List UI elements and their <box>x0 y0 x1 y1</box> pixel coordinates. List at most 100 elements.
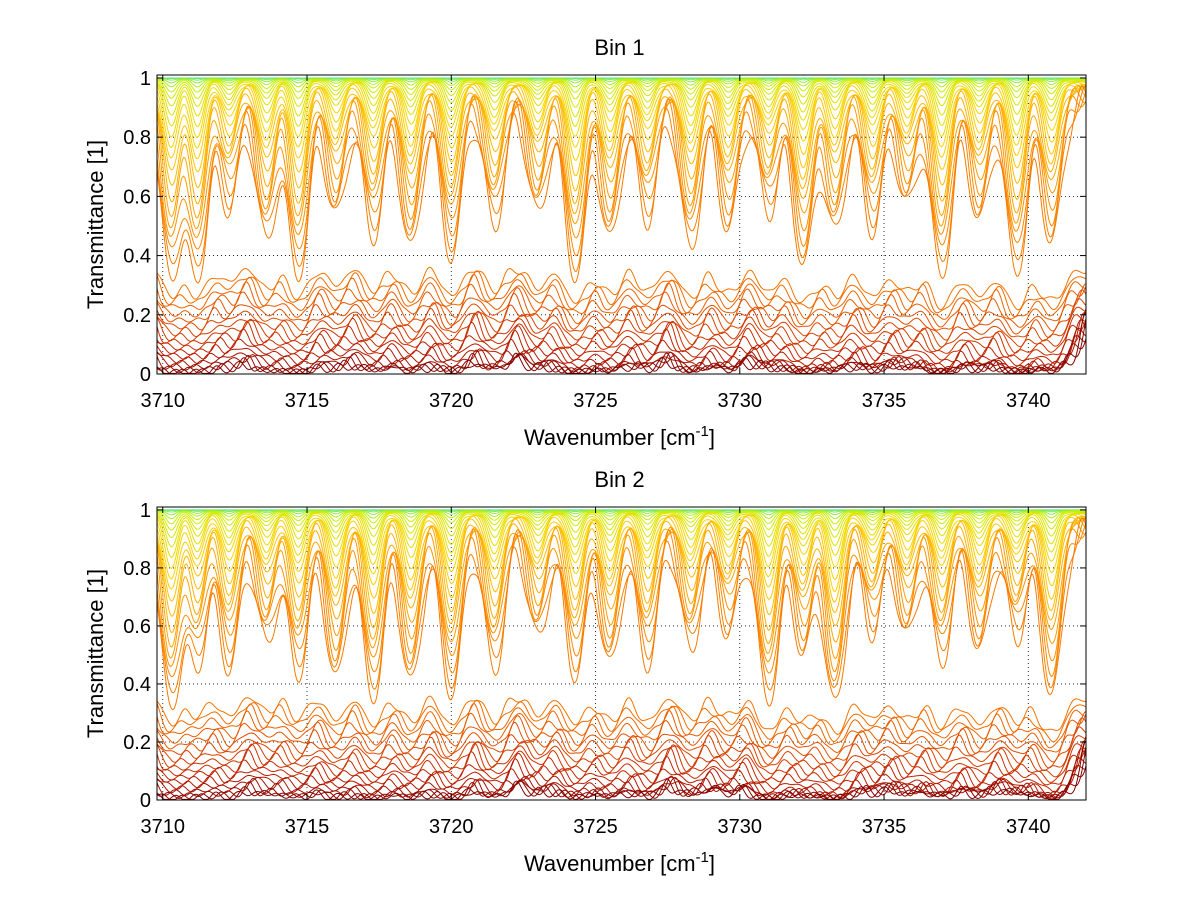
y-tick-label: 0.8 <box>123 127 151 149</box>
x-tick-label: 3725 <box>573 390 618 412</box>
series-group <box>157 77 1086 374</box>
series-line <box>157 743 1086 783</box>
series-line <box>157 512 1086 548</box>
x-tick-label: 3710 <box>141 816 186 838</box>
y-tick-label: 0.4 <box>123 674 151 696</box>
series-line <box>157 81 1086 139</box>
series-line <box>157 703 1086 749</box>
series-line <box>157 83 1086 192</box>
axes-frame <box>156 74 1087 375</box>
panel-bin-2: 3710 3715 3720 3725 3730 3735 3740 0 0.2 0.4 0.6 0.… <box>83 467 1087 876</box>
series-line <box>157 78 1086 88</box>
series-line <box>157 511 1086 539</box>
y-axis-label: Transmittance [1] <box>83 140 108 309</box>
series-line <box>157 764 1086 800</box>
x-axis-label-close: ] <box>709 425 715 450</box>
series-line <box>157 82 1086 149</box>
series-line <box>157 313 1086 357</box>
series-line <box>157 748 1086 799</box>
x-tick-label: 3710 <box>141 390 186 412</box>
series-line <box>157 695 1086 735</box>
series-line <box>157 514 1086 581</box>
series-line <box>157 511 1086 531</box>
y-tick-label: 0.4 <box>123 246 151 268</box>
y-tick-label: 1 <box>140 68 151 90</box>
series-line <box>157 308 1086 367</box>
series-line <box>157 515 1086 592</box>
series-line <box>157 289 1086 341</box>
x-axis-label-superscript: -1 <box>696 849 709 866</box>
y-tick-label: 1 <box>140 500 151 522</box>
x-axis-label: Wavenumber [cm-1] <box>524 849 715 876</box>
y-tick-label: 0.2 <box>123 732 151 754</box>
series-line <box>157 79 1086 100</box>
series-line <box>157 318 1086 374</box>
y-tick-label: 0.2 <box>123 305 151 327</box>
series-line <box>157 306 1086 354</box>
series-line <box>157 80 1086 108</box>
x-tick-label: 3730 <box>718 390 763 412</box>
x-tick-label: 3715 <box>285 816 330 838</box>
x-tick-label: 3720 <box>429 816 474 838</box>
x-tick-label: 3740 <box>1006 390 1051 412</box>
series-line <box>157 717 1086 769</box>
x-axis-label-main: Wavenumber [cm <box>524 851 696 876</box>
x-axis-label-close: ] <box>709 851 715 876</box>
y-axis-label: Transmittance [1] <box>83 569 108 738</box>
x-tick-label: 3720 <box>429 390 474 412</box>
y-tick-label: 0.8 <box>123 558 151 580</box>
x-tick-label: 3735 <box>862 816 907 838</box>
x-tick-label: 3740 <box>1006 816 1051 838</box>
series-line <box>157 312 1086 371</box>
series-line <box>157 740 1086 798</box>
series-line <box>157 270 1086 318</box>
series-line <box>157 517 1086 711</box>
series-line <box>157 746 1086 800</box>
series-line <box>157 520 1086 660</box>
x-tick-label: 3725 <box>573 816 618 838</box>
series-line <box>157 87 1086 230</box>
series-line <box>157 699 1086 743</box>
series-line <box>157 311 1086 374</box>
y-tick-label: 0.6 <box>123 186 151 208</box>
series-line <box>157 510 1086 520</box>
x-axis-label-superscript: -1 <box>696 423 709 440</box>
series-line <box>157 319 1086 374</box>
chart-title: Bin 1 <box>594 35 644 60</box>
x-tick-label: 3735 <box>862 390 907 412</box>
y-tick-label: 0 <box>140 790 151 812</box>
series-line <box>157 95 1086 239</box>
series-line <box>157 85 1086 284</box>
y-tick-label: 0 <box>140 364 151 386</box>
series-line <box>157 515 1086 617</box>
series-line <box>157 266 1086 311</box>
x-axis-label-main: Wavenumber [cm <box>524 425 696 450</box>
x-axis-label: Wavenumber [cm-1] <box>524 423 715 450</box>
series-line <box>157 84 1086 205</box>
series-line <box>157 83 1086 161</box>
series-line <box>157 334 1086 374</box>
y-tick-label: 0.6 <box>123 616 151 638</box>
series-line <box>157 709 1086 753</box>
x-tick-label: 3715 <box>285 390 330 412</box>
series-line <box>157 736 1086 793</box>
panel-bin-1: 3710 3715 3720 3725 3730 3735 3740 0 0.2 0.4 0.6 0.… <box>83 35 1087 450</box>
series-line <box>157 80 1086 118</box>
series-line <box>157 281 1086 328</box>
series-line <box>157 85 1086 272</box>
series-line <box>157 273 1086 320</box>
chart-title: Bin 2 <box>594 467 644 492</box>
series-line <box>157 81 1086 128</box>
series-line <box>157 318 1086 362</box>
series-line <box>157 513 1086 559</box>
axes-frame <box>156 506 1087 801</box>
series-line <box>157 78 1086 93</box>
series-line <box>157 746 1086 786</box>
series-line <box>157 741 1086 800</box>
series-line <box>157 516 1086 634</box>
series-line <box>157 526 1086 673</box>
x-tick-label: 3730 <box>718 816 763 838</box>
series-line <box>157 735 1086 778</box>
series-line <box>157 513 1086 570</box>
